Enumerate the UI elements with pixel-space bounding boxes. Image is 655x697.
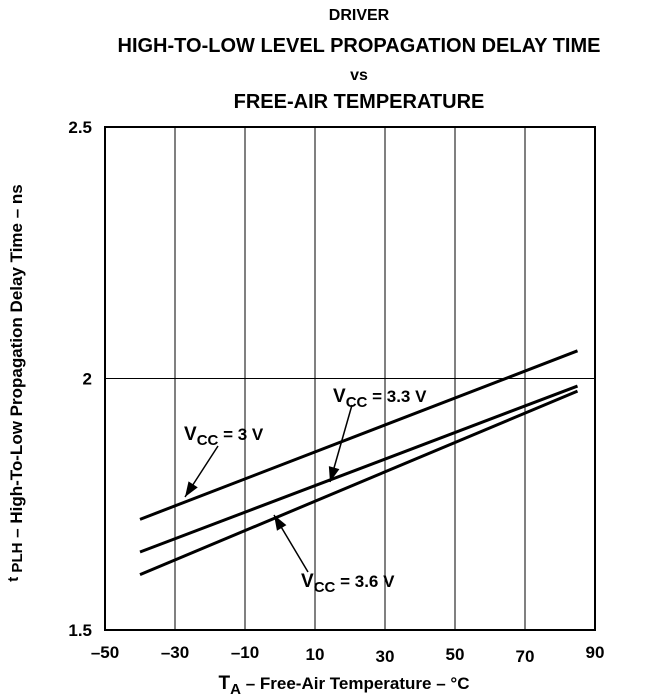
x-tick-labels: –50 –30 –10 10 30 50 70 90 bbox=[91, 643, 605, 666]
x-axis-label: TA – Free-Air Temperature – °C bbox=[219, 673, 470, 697]
y-tick-label: 2.5 bbox=[68, 118, 92, 137]
y-tick-labels: 1.5 2 2.5 bbox=[68, 118, 92, 640]
title-line: DRIVER bbox=[329, 7, 390, 24]
series-annotations: VCC = 3 V VCC = 3.3 V VCC = 3.6 V bbox=[184, 386, 427, 596]
x-tick-label: –50 bbox=[91, 643, 119, 662]
series-label: VCC = 3 V bbox=[184, 424, 264, 449]
series-lines bbox=[139, 349, 579, 577]
x-tick-label: 10 bbox=[306, 645, 325, 664]
y-axis-label: t PLH – High-To-Low Propagation Delay Ti… bbox=[5, 184, 26, 581]
series-label: VCC = 3.3 V bbox=[333, 386, 427, 411]
series-line bbox=[139, 349, 579, 521]
grid bbox=[105, 127, 595, 630]
x-tick-label: –10 bbox=[231, 643, 259, 662]
chart-title: DRIVER HIGH-TO-LOW LEVEL PROPAGATION DELA… bbox=[118, 7, 601, 113]
title-line: HIGH-TO-LOW LEVEL PROPAGATION DELAY TIME bbox=[118, 35, 601, 57]
x-tick-label: 70 bbox=[516, 647, 535, 666]
series-label: VCC = 3.6 V bbox=[301, 571, 395, 596]
annotation-arrowhead bbox=[274, 515, 287, 531]
series-line bbox=[139, 384, 579, 554]
x-tick-label: 30 bbox=[376, 647, 395, 666]
series-line bbox=[139, 389, 579, 577]
x-tick-label: 90 bbox=[586, 643, 605, 662]
plot-frame bbox=[104, 126, 596, 631]
annotation-arrowhead bbox=[328, 466, 340, 482]
x-tick-label: 50 bbox=[446, 645, 465, 664]
title-line: FREE-AIR TEMPERATURE bbox=[234, 91, 485, 113]
y-tick-label: 1.5 bbox=[68, 621, 92, 640]
annotation-arrowhead bbox=[185, 481, 198, 497]
y-tick-label: 2 bbox=[83, 370, 92, 389]
x-tick-label: –30 bbox=[161, 643, 189, 662]
title-line: vs bbox=[350, 67, 368, 84]
